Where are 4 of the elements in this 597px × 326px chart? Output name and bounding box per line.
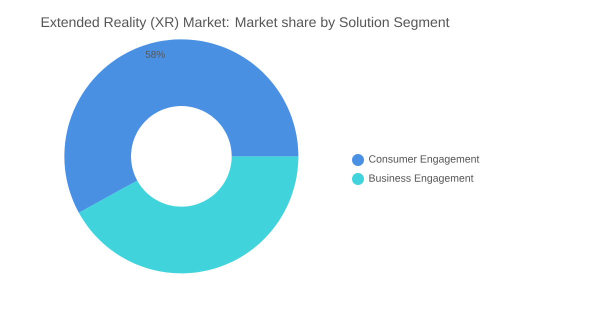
chart-title: Extended Reality (XR) Market: Market share by Solution Segment [42,16,450,30]
legend-label: Consumer Engagement [369,155,480,165]
legend-label: Business Engagement [369,174,474,184]
data-label: 58% [146,50,165,58]
